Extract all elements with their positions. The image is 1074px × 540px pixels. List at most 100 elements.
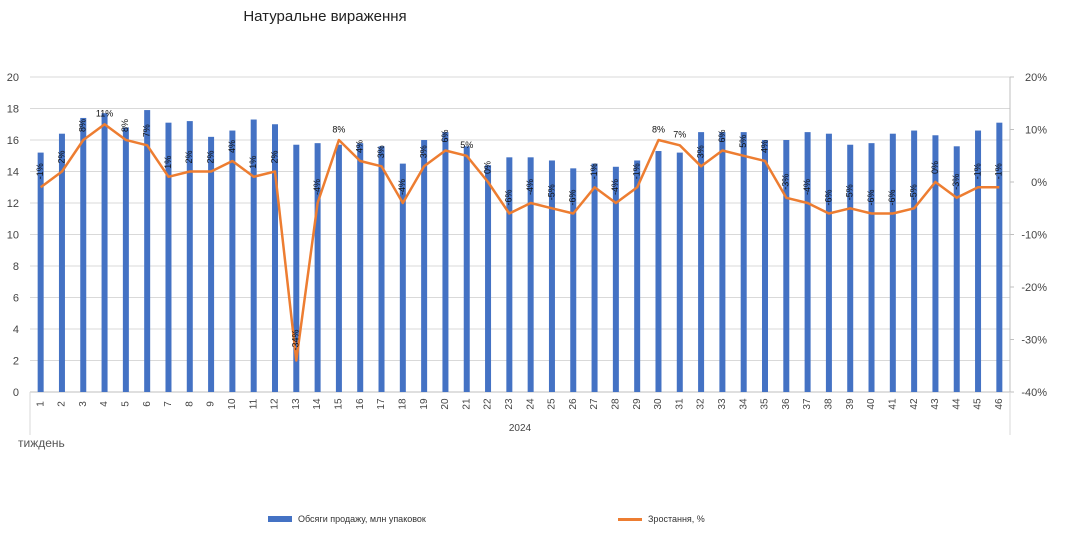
x-tick-label: 14 bbox=[312, 398, 323, 410]
bar bbox=[378, 146, 385, 392]
y-left-tick-label: 12 bbox=[7, 198, 19, 210]
data-label: -5% bbox=[546, 184, 556, 200]
x-tick-label: 40 bbox=[866, 398, 877, 410]
legend-item-sales: Обсяги продажу, млн упаковок bbox=[268, 514, 426, 524]
data-label: 4% bbox=[227, 140, 237, 153]
x-tick-label: 4 bbox=[99, 401, 110, 407]
x-tick-label: 22 bbox=[483, 398, 494, 410]
y-left-tick-label: 4 bbox=[13, 324, 19, 336]
y-right-tick-label: 10% bbox=[1025, 125, 1047, 137]
data-label: -1% bbox=[972, 163, 982, 179]
data-label: 3% bbox=[376, 145, 386, 158]
x-tick-label: 44 bbox=[951, 398, 962, 410]
bar bbox=[783, 140, 790, 392]
x-tick-label: 37 bbox=[802, 398, 813, 410]
bar bbox=[506, 157, 513, 392]
x-tick-label: 3 bbox=[78, 401, 89, 407]
bar bbox=[996, 122, 1003, 393]
x-tick-label: 8 bbox=[184, 401, 195, 407]
data-label: -1% bbox=[632, 163, 642, 179]
x-group-label: 2024 bbox=[509, 423, 532, 434]
x-tick-label: 15 bbox=[334, 398, 345, 410]
data-label: 11% bbox=[96, 109, 113, 119]
bar bbox=[101, 113, 108, 392]
bar bbox=[186, 121, 193, 392]
data-label: -5% bbox=[909, 184, 919, 200]
x-tick-label: 9 bbox=[206, 401, 217, 407]
data-label: -4% bbox=[312, 179, 322, 195]
bar bbox=[485, 165, 492, 392]
bar bbox=[911, 130, 918, 393]
x-tick-label: 2 bbox=[57, 401, 68, 407]
bar bbox=[804, 132, 811, 392]
data-label: 0% bbox=[930, 161, 940, 174]
x-tick-label: 41 bbox=[887, 398, 898, 410]
bar bbox=[698, 132, 705, 392]
x-tick-label: 18 bbox=[397, 398, 408, 410]
bar bbox=[676, 152, 683, 392]
y-right-tick-label: 20% bbox=[1025, 72, 1047, 84]
data-label: 2% bbox=[205, 150, 215, 163]
x-tick-label: 26 bbox=[568, 398, 579, 410]
bar bbox=[80, 117, 87, 392]
bar bbox=[825, 133, 832, 392]
y-left-tick-label: 18 bbox=[7, 104, 19, 116]
x-tick-label: 24 bbox=[525, 398, 536, 410]
data-label: 8% bbox=[332, 124, 345, 134]
x-tick-label: 43 bbox=[930, 398, 941, 410]
bar bbox=[314, 143, 321, 392]
legend: Обсяги продажу, млн упаковок Зростання, … bbox=[0, 514, 1074, 528]
legend-label-sales: Обсяги продажу, млн упаковок bbox=[298, 514, 426, 524]
data-label: 8% bbox=[78, 119, 88, 132]
y-right-tick-label: -10% bbox=[1021, 230, 1047, 242]
x-tick-label: 20 bbox=[440, 398, 451, 410]
x-tick-label: 16 bbox=[355, 398, 366, 410]
data-label: -3% bbox=[951, 174, 961, 190]
bar bbox=[442, 132, 449, 392]
bar bbox=[655, 151, 662, 392]
data-label: -3% bbox=[781, 174, 791, 190]
x-tick-label: 12 bbox=[270, 398, 281, 410]
bar bbox=[548, 160, 555, 392]
x-tick-label: 34 bbox=[738, 398, 749, 410]
data-label: 2% bbox=[269, 150, 279, 163]
x-tick-label: 42 bbox=[909, 398, 920, 410]
x-tick-label: 27 bbox=[589, 398, 600, 410]
data-label: 6% bbox=[440, 129, 450, 142]
data-label: 5% bbox=[460, 140, 473, 150]
bar bbox=[591, 163, 598, 392]
data-label: 4% bbox=[759, 140, 769, 153]
y-left-tick-label: 6 bbox=[13, 293, 19, 305]
x-tick-label: 6 bbox=[142, 401, 153, 407]
data-label: 2% bbox=[56, 150, 66, 163]
data-label: -1% bbox=[589, 163, 599, 179]
x-tick-label: 17 bbox=[376, 398, 387, 410]
x-tick-label: 25 bbox=[547, 398, 558, 410]
data-label: -5% bbox=[845, 184, 855, 200]
data-label: 3% bbox=[419, 145, 429, 158]
data-label: 2% bbox=[184, 150, 194, 163]
data-label: 8% bbox=[652, 124, 665, 134]
x-tick-label: 36 bbox=[781, 398, 792, 410]
y-left-tick-label: 2 bbox=[13, 356, 19, 368]
data-label: 3% bbox=[695, 145, 705, 158]
bar bbox=[634, 160, 641, 392]
x-tick-label: 35 bbox=[760, 398, 771, 410]
bar bbox=[357, 143, 364, 392]
x-tick-label: 29 bbox=[632, 398, 643, 410]
x-tick-label: 46 bbox=[994, 398, 1005, 410]
y-left-tick-label: 14 bbox=[7, 167, 19, 179]
data-label: 1% bbox=[248, 156, 258, 169]
x-tick-label: 33 bbox=[717, 398, 728, 410]
legend-item-growth: Зростання, % bbox=[618, 514, 705, 524]
x-tick-label: 10 bbox=[227, 398, 238, 410]
data-label: 7% bbox=[142, 124, 152, 137]
bar bbox=[463, 146, 470, 392]
bar bbox=[570, 168, 577, 392]
y-right-tick-label: 0% bbox=[1031, 177, 1047, 189]
x-tick-label: 30 bbox=[653, 398, 664, 410]
x-tick-label: 7 bbox=[163, 401, 174, 407]
bar bbox=[527, 157, 534, 392]
bar bbox=[399, 163, 406, 392]
y-left-tick-label: 16 bbox=[7, 135, 19, 147]
